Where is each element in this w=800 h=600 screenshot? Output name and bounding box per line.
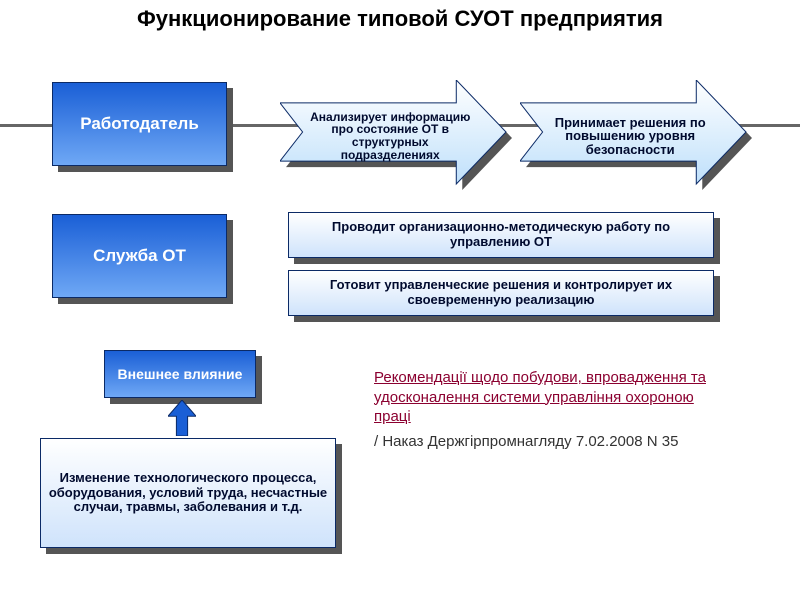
box-label-changes: Изменение технологического процесса, обо…	[40, 438, 336, 548]
box-changes: Изменение технологического процесса, обо…	[40, 438, 336, 548]
arrow-decisions: Принимает решения по повышению уровня бе…	[520, 80, 754, 192]
box-label-employer: Работодатель	[52, 82, 227, 166]
box-employer: Работодатель	[52, 82, 227, 166]
recommendation-link[interactable]: Рекомендації щодо побудови, впровадження…	[374, 368, 734, 427]
box-org_work: Проводит организационно-методическую раб…	[288, 212, 714, 258]
box-label-sluzhba: Служба ОТ	[52, 214, 227, 298]
box-label-org_work: Проводит организационно-методическую раб…	[288, 212, 714, 258]
box-label-prepares: Готовит управленческие решения и контрол…	[288, 270, 714, 316]
arrow-label-analyze: Анализирует информацию про состояние ОТ …	[280, 80, 514, 192]
arrow-label-decisions: Принимает решения по повышению уровня бе…	[520, 80, 754, 192]
box-prepares: Готовит управленческие решения и контрол…	[288, 270, 714, 316]
citation-text: / Наказ Держгірпромнагляду 7.02.2008 N 3…	[374, 432, 734, 452]
arrow-analyze: Анализирует информацию про состояние ОТ …	[280, 80, 514, 192]
up-arrow-icon	[168, 400, 196, 441]
box-external: Внешнее влияние	[104, 350, 256, 398]
page-title: Функционирование типовой СУОТ предприяти…	[0, 0, 800, 36]
box-sluzhba: Служба ОТ	[52, 214, 227, 298]
box-label-external: Внешнее влияние	[104, 350, 256, 398]
